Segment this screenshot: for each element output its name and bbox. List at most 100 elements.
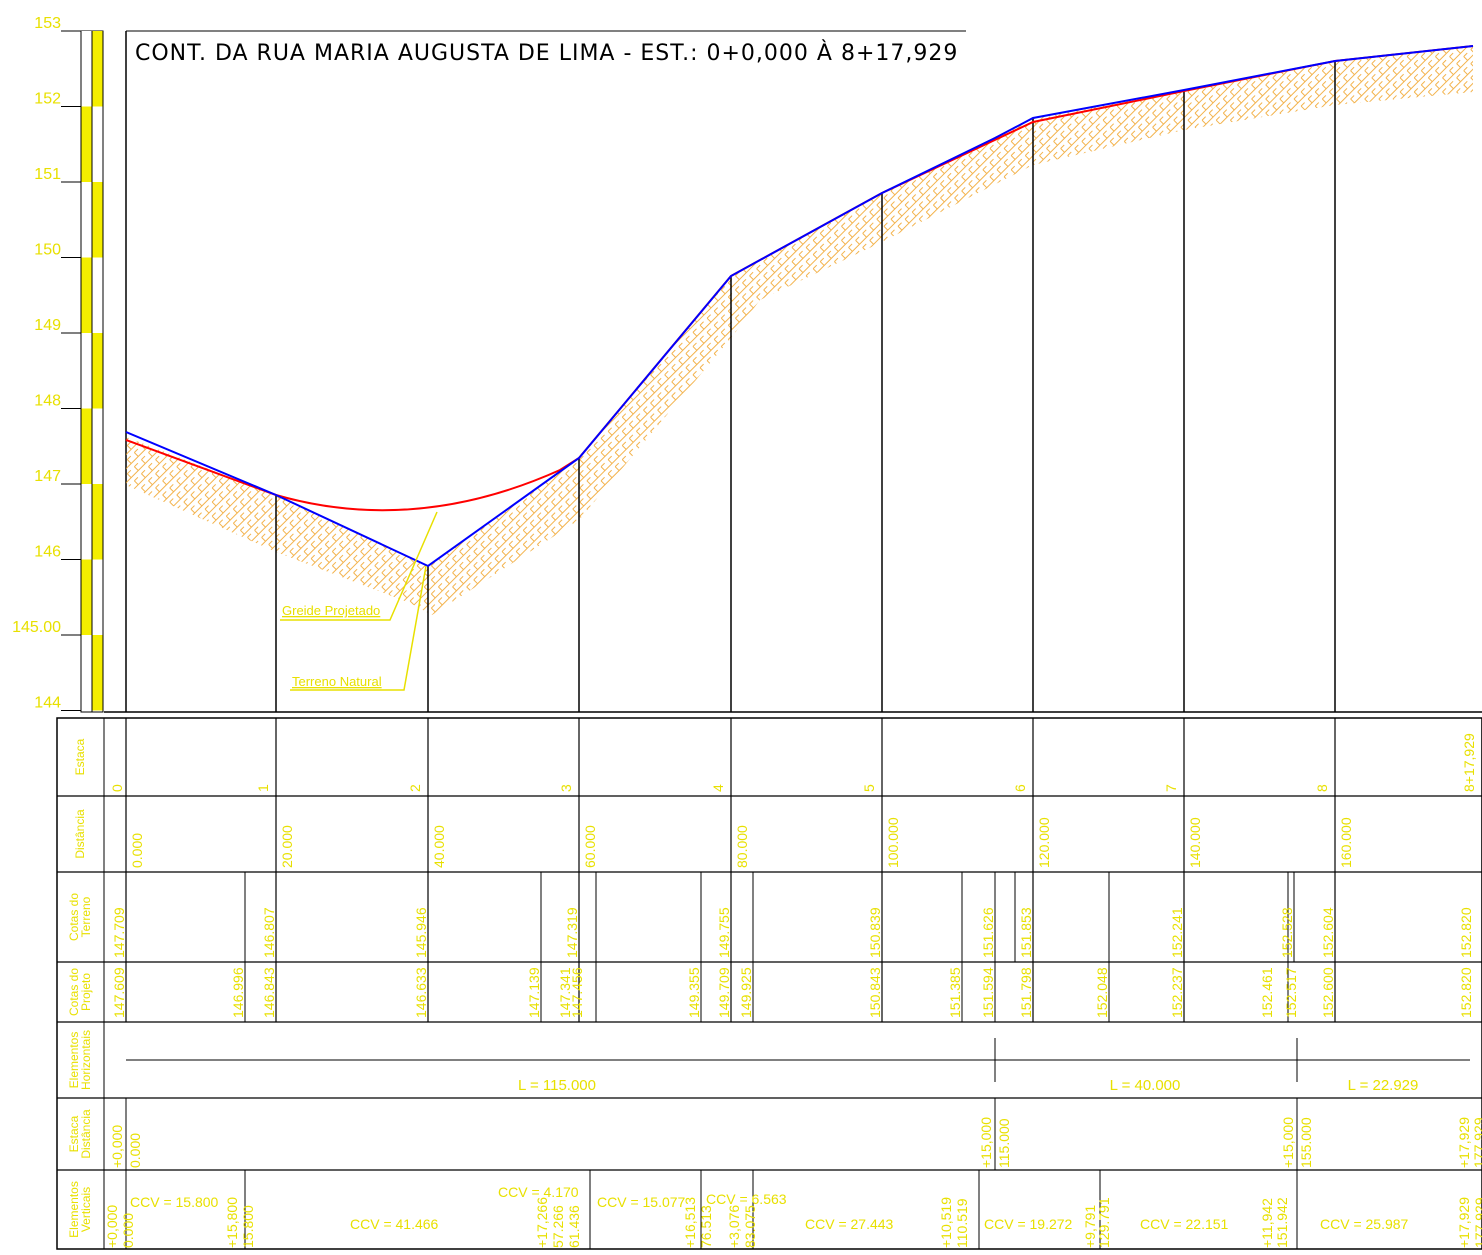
project-elevation: 149.709 (716, 967, 732, 1018)
distance-value: 0.000 (129, 833, 145, 868)
ccv-value: CCV = 25.987 (1320, 1216, 1409, 1232)
vertical-mark: 151.942 (1274, 1197, 1290, 1248)
vertical-mark: +17,929 (1456, 1197, 1472, 1248)
vertical-mark: +3,076 (726, 1205, 742, 1248)
segment-station: +17,929 (1456, 1117, 1472, 1168)
station-label: 5 (861, 784, 877, 792)
distance-value: 60.000 (582, 825, 598, 868)
row-label: Horizontais (79, 1030, 93, 1090)
elevation-scale: 153 152 151 150 149 148 147 146 145.00 144 (12, 15, 104, 713)
project-elevation: 152.237 (1169, 967, 1185, 1018)
vertical-mark: +10,519 (938, 1197, 954, 1248)
segment-station: 177.929 (1471, 1117, 1482, 1168)
elevation-tick-label: 144 (34, 695, 61, 712)
vertical-mark: 15.800 (240, 1205, 256, 1248)
vertical-mark: +0,000 (104, 1205, 120, 1248)
project-elevation: 151.385 (947, 967, 963, 1018)
project-elevation: 152.048 (1094, 967, 1110, 1018)
row-label: Distância (79, 1109, 93, 1159)
vertical-mark: 177.929 (1472, 1197, 1482, 1248)
project-elevation: 147.139 (526, 967, 542, 1018)
legend-natural-label: Terreno Natural (292, 674, 382, 689)
project-elevation: 152.517 (1283, 967, 1299, 1018)
project-elevation: 152.461 (1259, 967, 1275, 1018)
distance-value: 40.000 (431, 825, 447, 868)
elevation-tick-label: 146 (34, 544, 61, 561)
vertical-mark: 110.519 (954, 1198, 970, 1248)
elevation-tick-label: 152 (34, 91, 61, 108)
vertical-mark: 61.436 (566, 1205, 582, 1248)
terrain-elevation: 152.604 (1320, 907, 1336, 958)
station-lines (275, 61, 1336, 712)
ccv-value: CCV = 27.443 (805, 1216, 894, 1232)
horizontal-length: L = 22.929 (1348, 1077, 1419, 1094)
segment-station: 155.000 (1298, 1117, 1314, 1168)
distance-value: 140.000 (1187, 817, 1203, 868)
horizontal-length: L = 40.000 (1110, 1077, 1181, 1094)
elevation-tick-label: 145.00 (12, 619, 61, 636)
segment-station: +15,000 (978, 1117, 994, 1168)
vertical-mark: +17,266 (534, 1197, 550, 1248)
row-label: Terreno (79, 896, 93, 937)
project-elevation: 147.456 (569, 967, 585, 1018)
row-label: Projeto (79, 973, 93, 1011)
station-label: 2 (407, 784, 423, 792)
vertical-mark: +11,942 (1259, 1198, 1275, 1248)
elevation-tick-label: 149 (34, 317, 61, 334)
ccv-value: CCV = 6.563 (706, 1191, 787, 1207)
project-elevation: 146.996 (230, 967, 246, 1018)
distance-value: 160.000 (1338, 817, 1354, 868)
legend-annotations: Greide Projetado Terreno Natural (280, 511, 438, 691)
segment-station: 115.000 (996, 1118, 1012, 1168)
ccv-value: CCV = 15.077 (597, 1194, 686, 1210)
project-elevation: 149.925 (738, 967, 754, 1018)
station-label: 4 (710, 784, 726, 792)
elevation-tick-label: 150 (34, 242, 61, 259)
vertical-mark: 76.513 (698, 1205, 714, 1248)
station-label: 8 (1314, 784, 1330, 792)
terrain-elevation: 146.807 (261, 907, 277, 958)
terrain-elevation: 150.839 (867, 907, 883, 958)
station-label: 6 (1012, 784, 1028, 792)
terrain-elevation: 145.946 (413, 907, 429, 958)
project-elevation: 150.843 (867, 967, 883, 1018)
station-label: 8+17,929 (1461, 733, 1477, 792)
horizontal-length: L = 115.000 (518, 1077, 596, 1094)
station-label: 7 (1163, 784, 1179, 792)
project-elevation: 147.609 (111, 967, 127, 1018)
vertical-mark: 83.075 (742, 1205, 758, 1248)
segment-station: +15,000 (1280, 1117, 1296, 1168)
terrain-elevation: 152.528 (1279, 907, 1295, 958)
ccv-value: CCV = 22.151 (1140, 1216, 1229, 1232)
vertical-mark: +9,791 (1082, 1205, 1098, 1248)
vertical-mark: +15,800 (224, 1197, 240, 1248)
vertical-mark: 57.266 (550, 1205, 566, 1248)
drawing-title: CONT. DA RUA MARIA AUGUSTA DE LIMA - EST… (135, 40, 958, 66)
project-elevation: 149.355 (686, 967, 702, 1018)
ccv-value: CCV = 41.466 (350, 1216, 439, 1232)
ccv-value: CCV = 4.170 (498, 1184, 579, 1200)
station-label: 0 (109, 784, 125, 792)
project-elevation: 146.843 (261, 967, 277, 1018)
row-label: Elementos (67, 1181, 81, 1238)
project-elevation: 151.798 (1018, 967, 1034, 1018)
distance-value: 20.000 (279, 825, 295, 868)
elevation-tick-label: 153 (34, 15, 61, 32)
terrain-elevation: 147.709 (111, 907, 127, 958)
vertical-mark: +16,513 (682, 1197, 698, 1248)
vertical-mark: 0.000 (120, 1213, 136, 1248)
legend-projected-label: Greide Projetado (282, 603, 380, 618)
station-label: 3 (558, 784, 574, 792)
ccv-value: CCV = 19.272 (984, 1216, 1073, 1232)
project-elevation: 152.820 (1458, 967, 1474, 1018)
segment-station: +0,000 (109, 1125, 125, 1168)
grade-projected-line (125, 45, 1474, 568)
vertical-mark: 129.791 (1096, 1197, 1112, 1248)
project-elevation: 151.594 (980, 967, 996, 1018)
elevation-tick-label: 151 (34, 166, 61, 183)
distance-value: 80.000 (734, 825, 750, 868)
terrain-elevation: 151.853 (1018, 907, 1034, 958)
terrain-elevation: 149.755 (716, 907, 732, 958)
row-label: Estaca (67, 1115, 81, 1152)
